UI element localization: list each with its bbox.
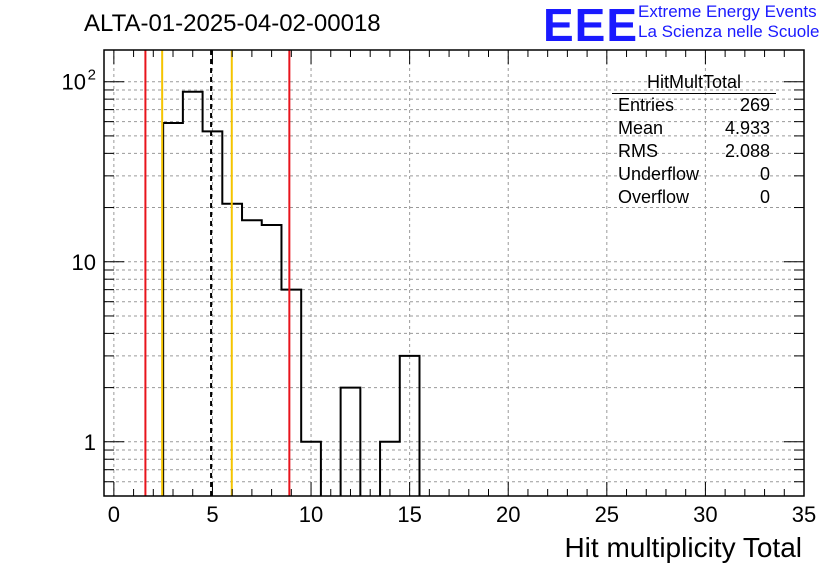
stats-label: Mean	[618, 118, 664, 138]
x-tick-label: 15	[397, 502, 421, 527]
histogram-bin	[183, 92, 203, 496]
histogram-bin	[242, 220, 262, 496]
stats-label: Entries	[618, 95, 675, 115]
x-tick-label: 0	[108, 502, 120, 527]
stats-row-rms: RMS 2.088	[612, 140, 776, 163]
stats-label: RMS	[618, 141, 658, 161]
logo-subtitle-2: La Scienza nelle Scuole	[638, 22, 820, 41]
histogram-bin	[163, 123, 183, 496]
histogram-bin	[400, 356, 420, 496]
logo-subtitle-1: Extreme Energy Events	[638, 2, 817, 21]
stats-value: 2.088	[724, 141, 770, 161]
stats-rows: Entries 269 Mean 4.933 RMS 2.088 Underflow 0 Ove…	[612, 94, 776, 209]
plot-frame	[103, 49, 805, 497]
stats-value: 4.933	[724, 118, 770, 138]
stats-label: Underflow	[618, 164, 700, 184]
chart-title: ALTA-01-2025-04-02-00018	[84, 10, 381, 37]
stats-row-mean: Mean 4.933	[612, 117, 776, 140]
stats-title: HitMultTotal	[612, 72, 776, 94]
x-axis-label: Hit multiplicity Total	[564, 532, 802, 563]
x-tick-label: 30	[693, 502, 717, 527]
stats-value: 0	[759, 187, 770, 207]
x-tick-label: 20	[496, 502, 520, 527]
y-tick-label: 10	[62, 70, 86, 95]
stats-box: HitMultTotal Entries 269 Mean 4.933 RMS 2.088…	[612, 72, 776, 209]
histogram-bin	[380, 442, 400, 496]
stats-value: 269	[739, 95, 770, 115]
x-tick-label: 5	[206, 502, 218, 527]
histogram-bin	[341, 388, 361, 496]
x-tick-label: 35	[792, 502, 816, 527]
histogram-bin	[262, 225, 282, 496]
x-tick-label: 10	[299, 502, 323, 527]
x-tick-label: 25	[595, 502, 619, 527]
stats-label: Overflow	[618, 187, 690, 207]
histogram-bin	[203, 131, 223, 496]
stats-row-overflow: Overflow 0	[612, 186, 776, 209]
y-tick-label: 1	[84, 430, 96, 455]
eee-logo: EEE	[543, 0, 639, 51]
stats-value: 0	[759, 164, 770, 184]
stats-row-underflow: Underflow 0	[612, 163, 776, 186]
stats-row-entries: Entries 269	[612, 94, 776, 117]
histogram-outline	[162, 90, 421, 496]
y-tick-label: 10	[72, 250, 96, 275]
y-tick-exponent: 2	[88, 67, 96, 84]
histogram-bin	[281, 290, 301, 496]
